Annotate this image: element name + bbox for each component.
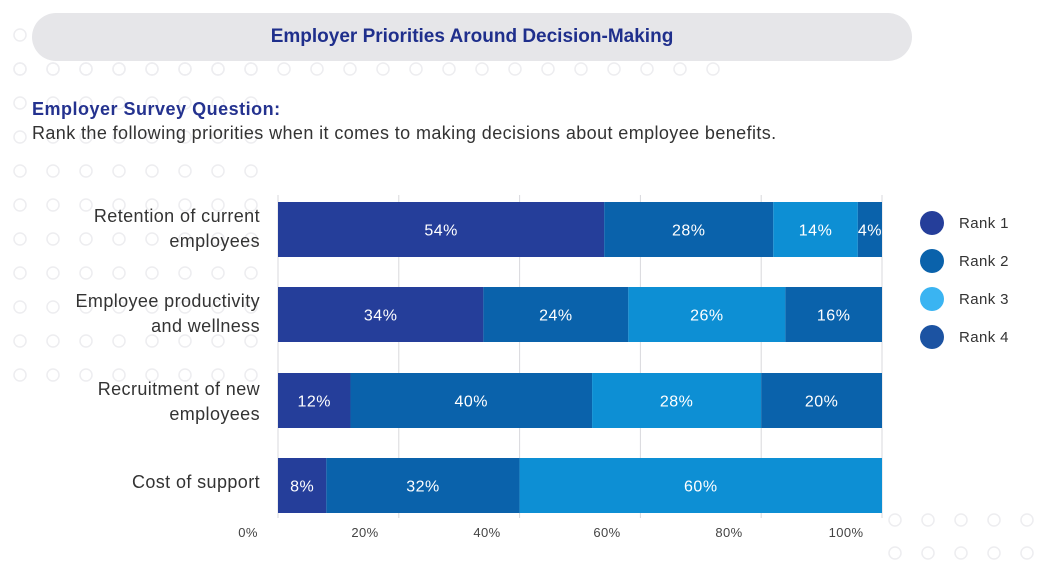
legend-label: Rank 4 <box>959 328 1009 346</box>
tick-label: 40% <box>473 525 500 540</box>
bar-segment <box>326 458 520 513</box>
category-label-line: Recruitment of new <box>97 379 260 399</box>
title-banner: Employer Priorities Around Decision-Maki… <box>32 13 912 61</box>
legend-item-rank-3: Rank 3 <box>920 280 1009 318</box>
legend-label: Rank 2 <box>959 252 1009 270</box>
data-label: 16% <box>817 308 851 325</box>
legend-swatch <box>920 249 944 273</box>
question-text: Rank the following priorities when it co… <box>32 123 777 143</box>
category-label-recruitment: Recruitment of new employees <box>98 377 260 427</box>
bar-segment <box>857 202 882 257</box>
chart-legend: Rank 1 Rank 2 Rank 3 Rank 4 <box>920 204 1009 356</box>
page-title: Employer Priorities Around Decision-Maki… <box>270 26 674 47</box>
tick-label: 0% <box>238 525 258 540</box>
bar-segment <box>592 373 762 428</box>
legend-swatch <box>920 325 944 349</box>
bar-segment <box>278 458 327 513</box>
bar-segment <box>350 373 593 428</box>
data-label: 28% <box>660 394 694 411</box>
category-label-line: Employee productivity <box>75 291 260 311</box>
bar-segment <box>628 287 786 342</box>
bar-segment <box>761 373 882 428</box>
category-label-line: and wellness <box>151 316 260 336</box>
tick-label: 20% <box>351 525 378 540</box>
data-label: 14% <box>799 223 833 240</box>
category-label-cost: Cost of support <box>132 470 260 495</box>
category-label-productivity: Employee productivity and wellness <box>76 289 260 339</box>
category-label-line: employees <box>169 404 260 424</box>
data-label: 40% <box>455 394 489 411</box>
data-label: 28% <box>672 223 706 240</box>
bar-segment <box>483 287 629 342</box>
tick-label: 100% <box>829 525 864 540</box>
tick-label: 60% <box>593 525 620 540</box>
category-label-retention: Retention of current employees <box>94 204 260 254</box>
legend-label: Rank 1 <box>959 214 1009 232</box>
data-label: 54% <box>424 223 458 240</box>
bar-segment <box>604 202 774 257</box>
bar-segment <box>773 202 858 257</box>
data-label: 4% <box>858 223 882 240</box>
tick-label: 80% <box>715 525 742 540</box>
legend-swatch <box>920 211 944 235</box>
legend-item-rank-1: Rank 1 <box>920 204 1009 242</box>
bar-segment <box>519 458 882 513</box>
legend-label: Rank 3 <box>959 290 1009 308</box>
legend-item-rank-2: Rank 2 <box>920 242 1009 280</box>
data-label: 8% <box>290 479 314 496</box>
data-label: 32% <box>406 479 440 496</box>
data-label: 34% <box>364 308 398 325</box>
data-label: 26% <box>690 308 724 325</box>
legend-item-rank-4: Rank 4 <box>920 318 1009 356</box>
data-label: 20% <box>805 394 839 411</box>
bar-segment <box>278 373 351 428</box>
category-label-line: Cost of support <box>131 472 260 492</box>
category-label-line: Retention of current <box>93 206 260 226</box>
data-label: 12% <box>297 394 331 411</box>
category-label-line: employees <box>169 231 260 251</box>
bar-segment <box>278 287 484 342</box>
legend-swatch <box>920 287 944 311</box>
bar-segment <box>278 202 605 257</box>
question-label: Employer Survey Question: <box>32 99 281 119</box>
bar-segment <box>785 287 882 342</box>
data-label: 60% <box>684 479 718 496</box>
data-label: 24% <box>539 308 573 325</box>
